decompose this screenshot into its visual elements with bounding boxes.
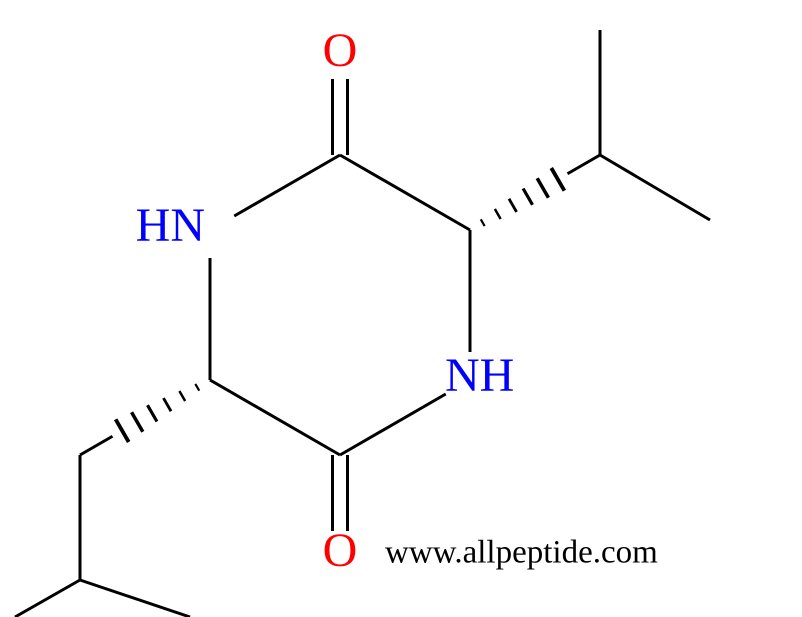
- atom-nitrogen-left: HN: [136, 199, 205, 252]
- atom-oxygen-bottom: O: [323, 524, 358, 577]
- atom-oxygen-top: O: [323, 24, 358, 77]
- atom-nitrogen-right: NH: [445, 349, 514, 402]
- watermark-text: www.allpeptide.com: [385, 535, 658, 571]
- molecule-diagram: O O HN NH www.allpeptide.com: [0, 0, 802, 617]
